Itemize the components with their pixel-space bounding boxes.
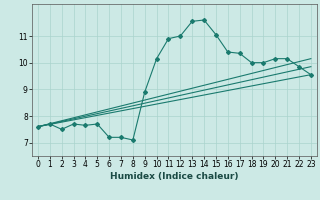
X-axis label: Humidex (Indice chaleur): Humidex (Indice chaleur) xyxy=(110,172,239,181)
